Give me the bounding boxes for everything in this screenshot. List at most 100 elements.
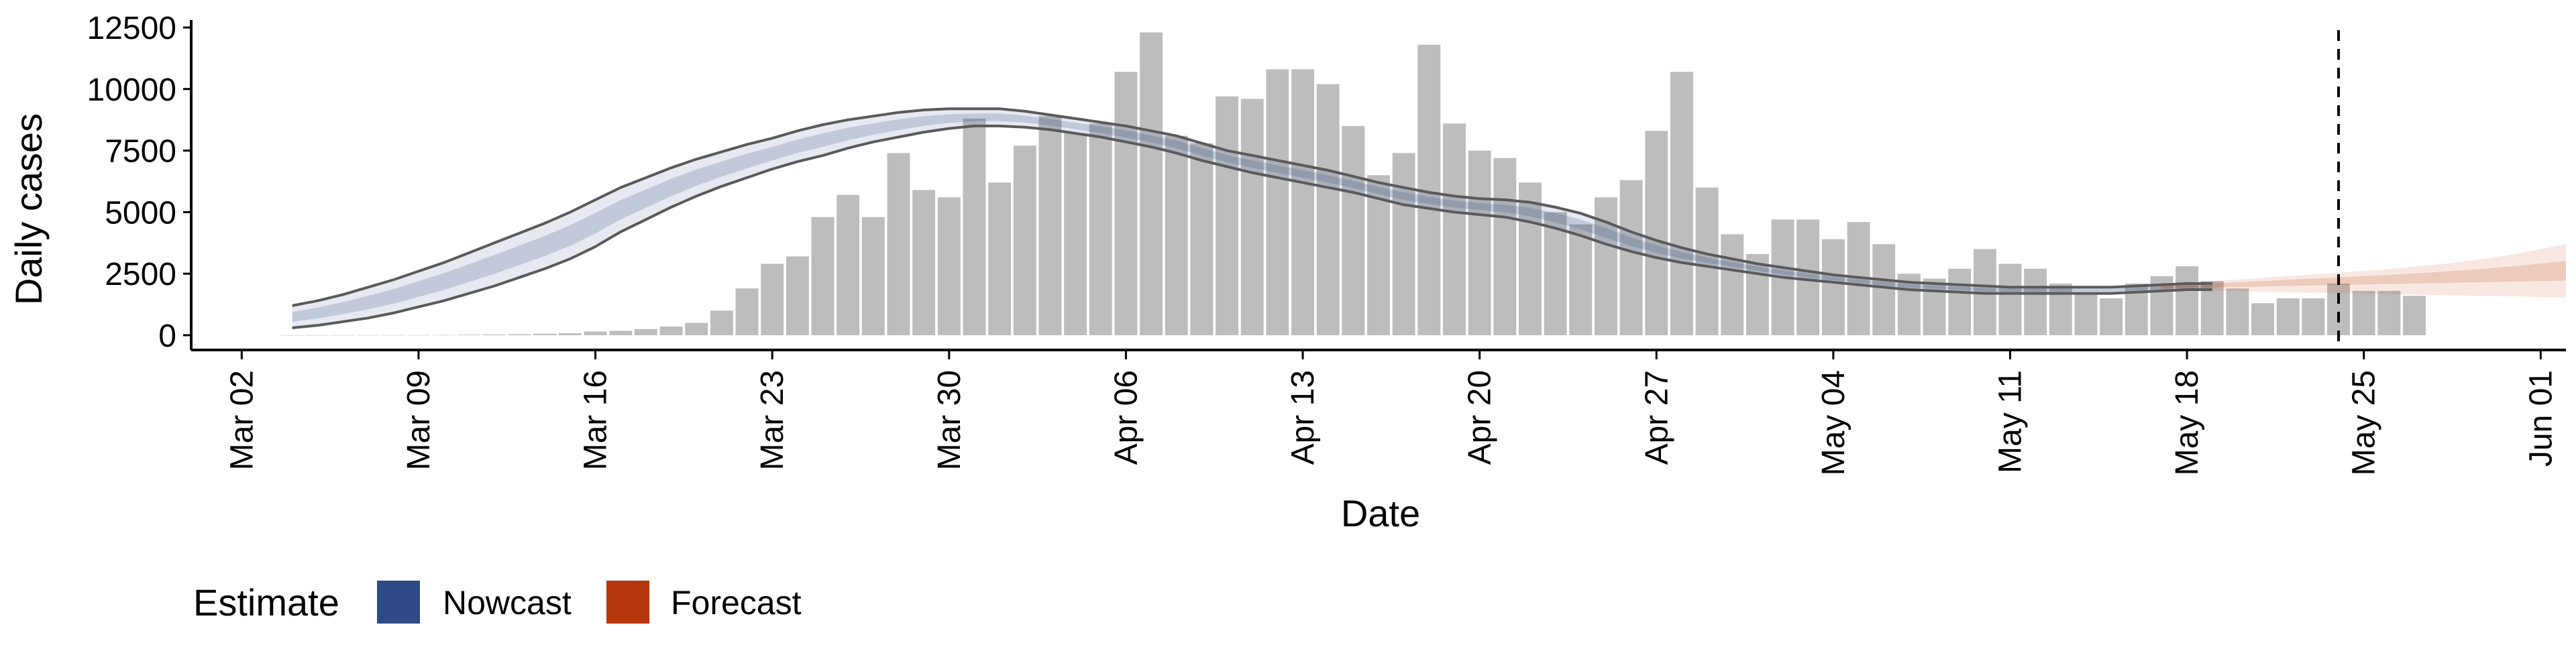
- x-tick-label: Mar 23: [755, 370, 790, 470]
- case-bar: [1746, 253, 1769, 335]
- nowcast-outer-band: [292, 109, 2212, 328]
- case-bar: [861, 217, 885, 335]
- case-bar: [786, 256, 809, 335]
- case-bar: [1468, 150, 1491, 335]
- case-bar: [1619, 180, 1643, 335]
- y-axis-ticks: 0 2500 5000 7500 10000 12500: [87, 11, 191, 354]
- case-bar: [1948, 268, 1972, 335]
- case-bar: [331, 335, 354, 336]
- case-bar: [837, 194, 860, 335]
- case-bar: [634, 329, 657, 335]
- case-bar: [2251, 303, 2275, 335]
- case-bar: [1013, 145, 1036, 335]
- x-tick-label: Mar 30: [932, 370, 967, 470]
- case-bar: [2377, 290, 2401, 335]
- case-bar: [1721, 234, 1744, 335]
- y-tick-label: 7500: [105, 134, 176, 170]
- nowcast-bound-lines: [292, 107, 2212, 329]
- legend: Estimate Nowcast Forecast: [193, 581, 802, 624]
- x-tick-label: May 18: [2169, 370, 2205, 475]
- case-bar: [432, 335, 455, 336]
- y-tick-label: 10000: [87, 72, 176, 108]
- forecast-bands: [2161, 244, 2566, 298]
- case-bar: [1291, 69, 1314, 335]
- legend-label-forecast: Forecast: [671, 584, 802, 622]
- case-bar: [2226, 288, 2249, 335]
- case-bar: [1216, 96, 1238, 335]
- legend-swatch-forecast: [606, 581, 649, 624]
- case-bar: [280, 335, 304, 336]
- x-tick-label: Mar 09: [401, 370, 437, 470]
- case-bar: [1190, 143, 1214, 335]
- x-axis-label: Date: [1341, 492, 1420, 534]
- case-bar: [2176, 266, 2199, 335]
- case-bar: [912, 190, 936, 335]
- x-tick-label: Apr 13: [1285, 370, 1321, 465]
- case-bar: [1240, 99, 1264, 335]
- case-bar: [2403, 296, 2426, 335]
- case-bar: [2100, 298, 2123, 335]
- nowcast-upper-line: [292, 107, 2212, 307]
- case-bar: [2024, 268, 2047, 335]
- case-bar: [2327, 283, 2351, 335]
- nowcast-lower-line: [292, 124, 2212, 329]
- x-tick-label: May 11: [1993, 370, 2029, 473]
- case-bar: [1392, 153, 1415, 335]
- case-bar: [761, 263, 784, 335]
- case-bar: [937, 197, 961, 335]
- case-bar: [1923, 278, 1946, 335]
- y-tick-label: 0: [158, 318, 176, 354]
- case-bar: [306, 335, 329, 336]
- case-bar: [1089, 123, 1112, 335]
- y-tick-label: 5000: [105, 195, 176, 231]
- y-axis-label: Daily cases: [7, 113, 50, 305]
- axes: [190, 20, 2566, 351]
- case-bar: [735, 288, 759, 335]
- x-tick-label: Jun 01: [2523, 370, 2559, 467]
- y-tick-label: 12500: [87, 11, 176, 46]
- forecast-inner-band: [2161, 261, 2566, 289]
- x-tick-label: May 04: [1816, 370, 1851, 475]
- case-bar: [659, 327, 683, 335]
- case-bar: [1038, 116, 1062, 335]
- y-tick-label: 2500: [105, 257, 176, 292]
- case-bar: [1342, 125, 1365, 335]
- x-tick-label: May 25: [2347, 370, 2382, 475]
- x-tick-label: Mar 16: [578, 370, 614, 470]
- case-bar: [356, 335, 380, 336]
- case-bar: [1998, 263, 2022, 335]
- case-bar: [2074, 293, 2098, 335]
- case-bar: [685, 322, 708, 335]
- legend-swatch-nowcast: [377, 581, 420, 624]
- case-bar: [710, 310, 733, 335]
- case-bar: [811, 217, 835, 335]
- case-bar: [1872, 244, 1896, 335]
- case-bar: [963, 118, 986, 335]
- case-bar: [1645, 131, 1668, 335]
- case-bar: [407, 335, 430, 336]
- case-bar: [1544, 212, 1567, 335]
- case-bar: [1443, 123, 1466, 335]
- case-bar: [1367, 175, 1390, 335]
- case-bar: [1114, 72, 1138, 335]
- x-tick-label: Mar 02: [224, 370, 260, 470]
- case-bar: [887, 153, 910, 335]
- x-tick-label: Apr 20: [1462, 370, 1498, 465]
- case-bar: [1569, 224, 1593, 335]
- case-bar: [1316, 84, 1340, 335]
- case-bar: [1064, 133, 1087, 335]
- case-bar: [1821, 239, 1845, 335]
- case-bar: [988, 182, 1012, 335]
- case-bar: [2352, 290, 2375, 335]
- case-bar: [584, 331, 607, 335]
- forecast-outer-band: [2161, 244, 2566, 298]
- legend-title: Estimate: [193, 581, 339, 624]
- case-bar: [1796, 219, 1820, 335]
- case-bar: [609, 331, 633, 335]
- nowcast-bands: [292, 109, 2212, 328]
- x-tick-label: Apr 27: [1639, 370, 1674, 465]
- case-bar: [2276, 298, 2300, 335]
- case-bar: [2302, 298, 2325, 335]
